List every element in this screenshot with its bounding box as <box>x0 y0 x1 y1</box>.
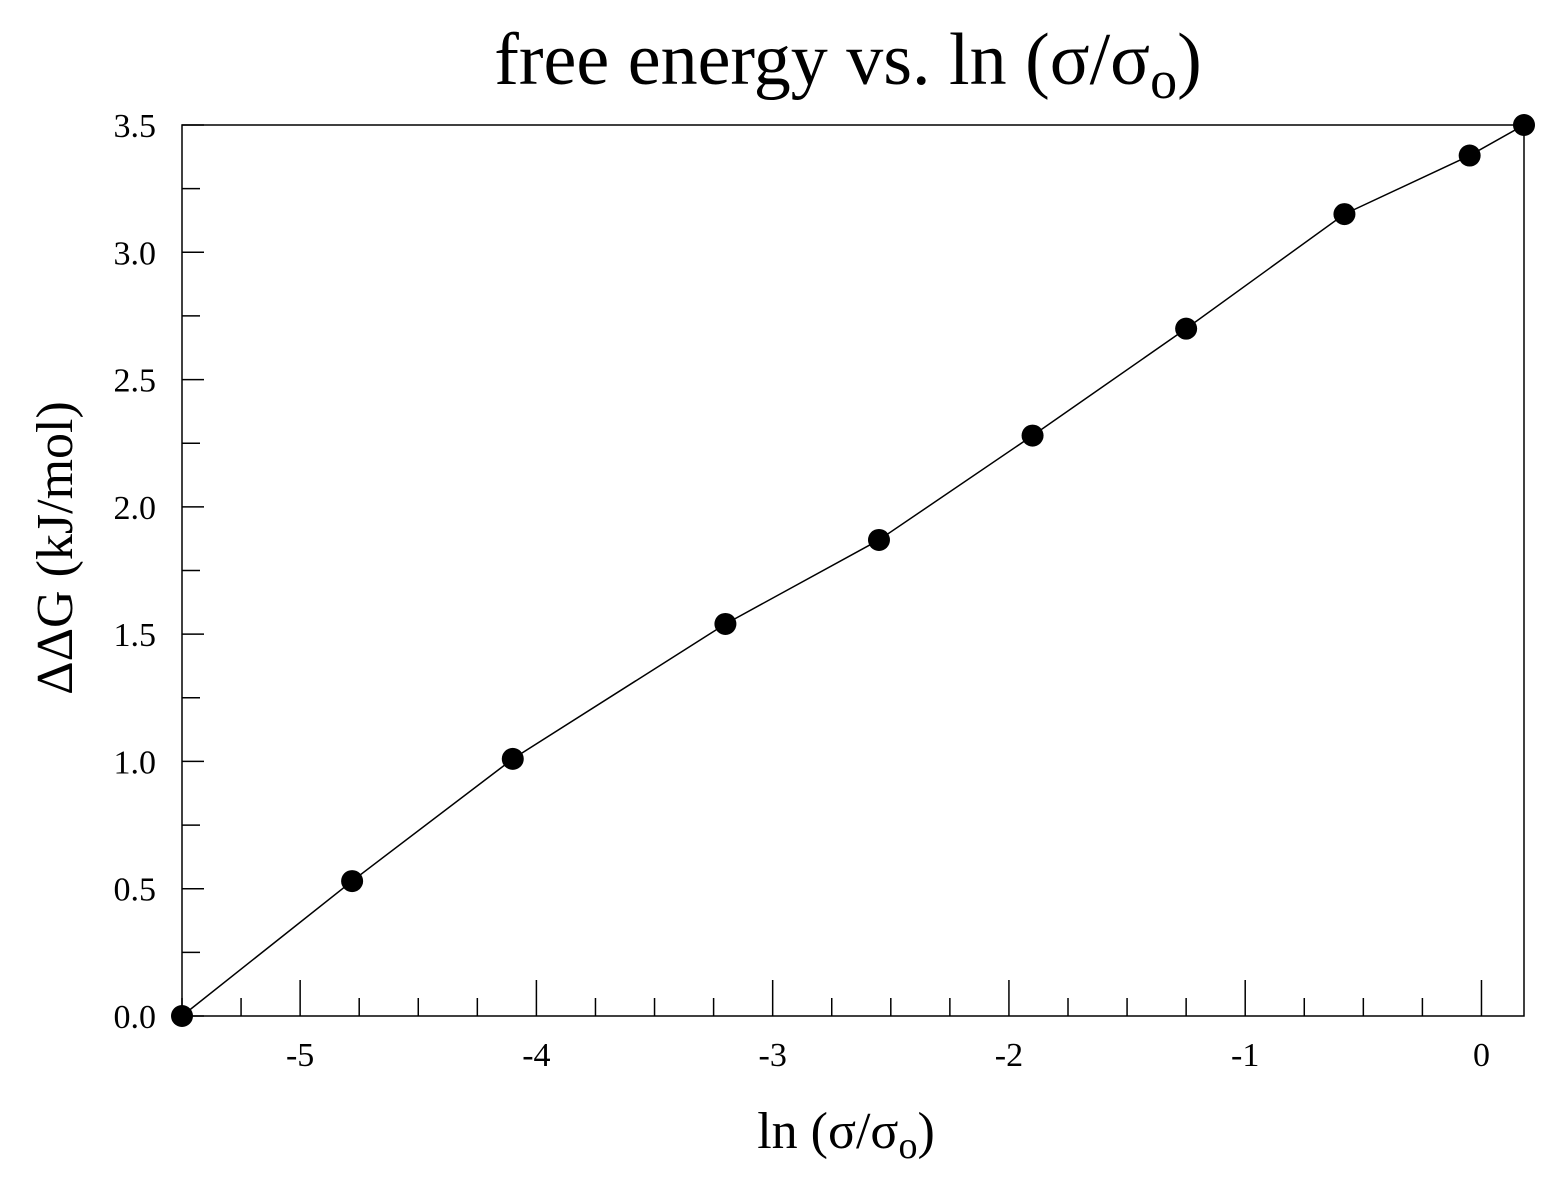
y-tick-label: 1.0 <box>114 744 157 781</box>
series-markers <box>171 114 1535 1027</box>
x-tick-label: -1 <box>1231 1037 1259 1074</box>
y-tick-label: 1.5 <box>114 617 157 654</box>
series-line <box>181 124 1525 1017</box>
data-point-marker <box>1021 424 1044 447</box>
y-tick-label: 0.0 <box>114 999 157 1036</box>
data-point-marker <box>1458 144 1481 167</box>
data-point-marker <box>341 870 364 893</box>
data-point-marker <box>714 612 737 635</box>
x-axis-ticks <box>181 980 1483 1016</box>
x-axis-tick-labels: -5 -4 -3 -2 -1 0 <box>286 1037 1490 1074</box>
y-tick-label: 2.0 <box>114 490 157 527</box>
data-point-marker <box>867 528 890 551</box>
y-tick-label: 0.5 <box>114 872 157 909</box>
y-axis-tick-labels: 0.0 0.5 1.0 1.5 2.0 2.5 3.0 3.5 <box>114 108 157 1036</box>
data-point-marker <box>1333 203 1356 226</box>
y-tick-label: 2.5 <box>114 363 157 400</box>
x-tick-label: -4 <box>522 1037 550 1074</box>
x-axis-title: ln (σ/σo) <box>757 1103 935 1167</box>
data-point-marker <box>171 1005 193 1027</box>
y-tick-label: 3.5 <box>114 108 157 145</box>
data-point-marker <box>1175 317 1198 340</box>
x-tick-label: 0 <box>1473 1037 1490 1074</box>
x-tick-label: -2 <box>995 1037 1023 1074</box>
x-tick-label: -5 <box>286 1037 314 1074</box>
y-axis-title: ΔΔG (kJ/mol) <box>27 401 84 695</box>
data-point-marker <box>1513 114 1535 136</box>
plot-area-frame <box>181 124 1525 1017</box>
data-point-marker <box>501 747 524 770</box>
y-axis-ticks <box>182 124 204 1017</box>
chart-title: free energy vs. ln (σ/σo) <box>494 19 1201 110</box>
y-tick-label: 3.0 <box>114 235 157 272</box>
x-tick-label: -3 <box>759 1037 787 1074</box>
